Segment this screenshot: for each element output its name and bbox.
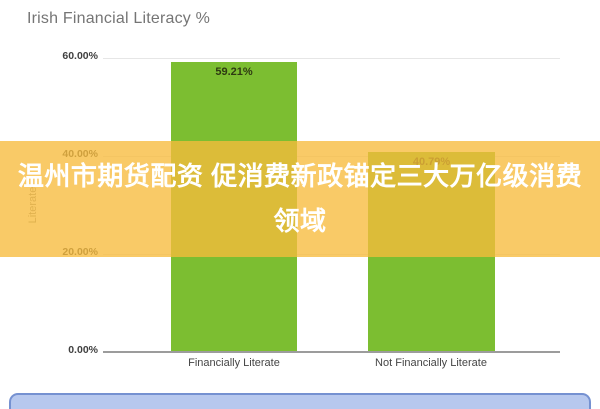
y-axis-tick-0: 0.00% bbox=[68, 344, 98, 356]
watermark-overlay: 温州市期货配资 促消费新政锚定三大万亿级消费 领域 bbox=[0, 141, 600, 257]
x-axis-baseline bbox=[103, 351, 560, 353]
bar-value-label: 59.21% bbox=[215, 65, 253, 78]
chart-title: Irish Financial Literacy % bbox=[27, 10, 211, 27]
y-axis-tick-60: 60.00% bbox=[62, 50, 98, 62]
watermark-text-line2: 领域 bbox=[273, 206, 327, 236]
x-axis-label-financially-literate: Financially Literate bbox=[188, 357, 280, 369]
watermark-text-line1: 温州市期货配资 促消费新政锚定三大万亿级消费 bbox=[17, 161, 583, 191]
gridline-60 bbox=[103, 58, 560, 59]
x-axis-label-not-financially-literate: Not Financially Literate bbox=[375, 357, 487, 369]
bottom-card-top-edge bbox=[9, 393, 591, 409]
